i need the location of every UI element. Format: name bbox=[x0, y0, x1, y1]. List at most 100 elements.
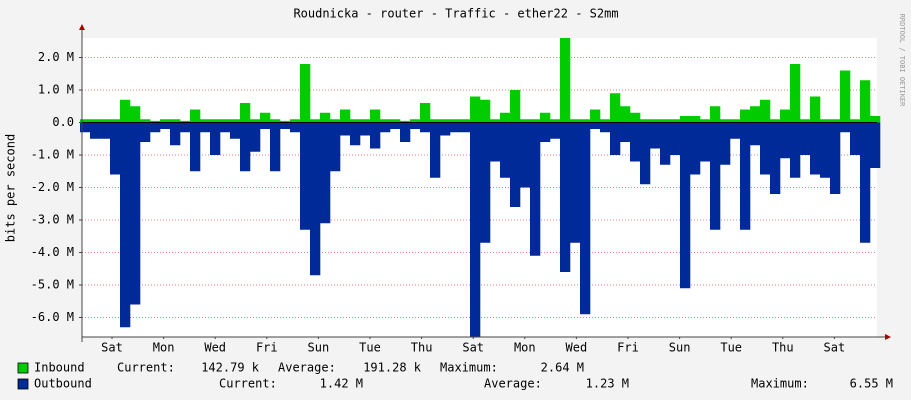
area-step bbox=[330, 119, 341, 123]
stat-label: Current: bbox=[117, 361, 175, 375]
area-step bbox=[140, 122, 151, 142]
area-step bbox=[700, 122, 711, 162]
area-step bbox=[750, 122, 761, 146]
x-tick-label: Sat bbox=[101, 341, 123, 355]
area-step bbox=[740, 109, 751, 123]
area-step bbox=[200, 119, 211, 123]
area-step bbox=[80, 122, 91, 133]
area-step bbox=[350, 119, 361, 123]
area-step bbox=[160, 122, 171, 129]
area-step bbox=[220, 119, 231, 123]
area-step bbox=[540, 122, 551, 142]
area-step bbox=[730, 119, 741, 123]
area-step bbox=[720, 122, 731, 165]
area-step bbox=[860, 80, 871, 123]
legend-label: Inbound bbox=[34, 361, 85, 375]
area-step bbox=[280, 122, 291, 129]
x-tick-label: Wed bbox=[204, 341, 226, 355]
area-step bbox=[520, 119, 531, 123]
area-step bbox=[840, 122, 851, 133]
area-step bbox=[480, 99, 491, 123]
area-step bbox=[670, 122, 681, 155]
area-step bbox=[730, 122, 741, 139]
area-step bbox=[570, 119, 581, 123]
area-step bbox=[210, 119, 221, 123]
y-tick-label: 0.0 bbox=[52, 115, 74, 129]
x-tick-label: Sat bbox=[824, 341, 846, 355]
y-tick-label: -5.0 M bbox=[31, 278, 74, 292]
area-step bbox=[410, 119, 421, 123]
watermark: RRDTOOL / TOBI OETIKER bbox=[898, 14, 906, 108]
area-step bbox=[270, 119, 281, 123]
area-step bbox=[670, 119, 681, 123]
legend-swatch bbox=[17, 378, 29, 390]
area-step bbox=[480, 122, 491, 243]
legend: Inbound Current: 142.79 k Average: 191.28 k M… bbox=[17, 361, 893, 391]
area-step bbox=[410, 122, 421, 129]
area-step bbox=[240, 103, 251, 123]
area-step bbox=[460, 122, 471, 133]
area-step bbox=[180, 120, 191, 123]
area-step bbox=[800, 122, 811, 155]
x-tick-label: Mon bbox=[514, 341, 536, 355]
area-step bbox=[840, 70, 851, 123]
y-tick-label: -4.0 M bbox=[31, 245, 74, 259]
area-step bbox=[400, 120, 411, 123]
area-step bbox=[870, 122, 881, 168]
x-tick-label: Fri bbox=[617, 341, 639, 355]
area-step bbox=[310, 122, 321, 276]
area-step bbox=[580, 119, 591, 123]
area-step bbox=[110, 119, 121, 123]
area-step bbox=[540, 112, 551, 123]
area-step bbox=[100, 122, 111, 139]
area-step bbox=[470, 96, 481, 123]
area-step bbox=[680, 122, 691, 289]
area-step bbox=[820, 119, 831, 123]
area-step bbox=[380, 119, 391, 123]
area-step bbox=[640, 119, 651, 123]
x-tick-label: Sat bbox=[462, 341, 484, 355]
area-step bbox=[520, 122, 531, 188]
stat-value: 6.55 M bbox=[850, 377, 893, 391]
x-tick-label: Sun bbox=[308, 341, 330, 355]
area-step bbox=[390, 122, 401, 129]
area-step bbox=[830, 122, 841, 194]
area-step bbox=[300, 122, 311, 230]
stat-label: Current: bbox=[219, 377, 277, 391]
area-step bbox=[590, 122, 601, 129]
y-tick-label: 2.0 M bbox=[38, 50, 74, 64]
x-tick-label: Tue bbox=[359, 341, 381, 355]
area-step bbox=[830, 119, 841, 123]
area-step bbox=[850, 122, 861, 155]
area-step bbox=[180, 122, 191, 133]
area-step bbox=[310, 119, 321, 123]
area-step bbox=[870, 116, 881, 123]
area-step bbox=[660, 119, 671, 123]
area-step bbox=[190, 109, 201, 123]
area-step bbox=[290, 122, 301, 133]
area-step bbox=[530, 119, 541, 123]
area-step bbox=[760, 122, 771, 175]
marks bbox=[80, 38, 881, 337]
area-step bbox=[380, 122, 391, 133]
area-step bbox=[330, 122, 341, 172]
area-step bbox=[690, 122, 701, 175]
area-step bbox=[550, 122, 561, 139]
area-step bbox=[550, 119, 561, 123]
area-step bbox=[440, 119, 451, 123]
area-step bbox=[620, 122, 631, 142]
y-tick-label: -3.0 M bbox=[31, 213, 74, 227]
area-step bbox=[790, 64, 801, 123]
area-step bbox=[820, 122, 831, 178]
area-step bbox=[720, 119, 731, 123]
area-step bbox=[160, 119, 171, 123]
area-step bbox=[280, 120, 291, 123]
x-tick-label: Thu bbox=[411, 341, 433, 355]
area-step bbox=[760, 99, 771, 123]
area-step bbox=[150, 122, 161, 133]
area-step bbox=[370, 109, 381, 123]
area-step bbox=[450, 122, 461, 133]
area-step bbox=[340, 122, 351, 136]
area-step bbox=[600, 119, 611, 123]
